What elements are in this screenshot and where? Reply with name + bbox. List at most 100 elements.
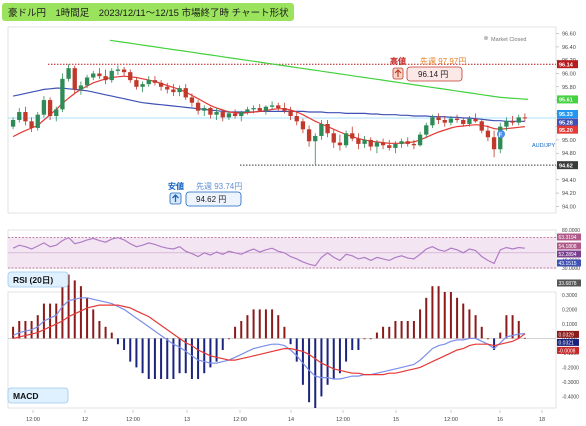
macd-histogram-bar: [468, 309, 471, 339]
candle: [313, 133, 318, 166]
candle-body: [319, 123, 324, 136]
sma-mid-line: [12, 87, 525, 122]
macd-histogram-bar: [511, 315, 514, 339]
candle-body: [257, 108, 262, 111]
candle: [17, 108, 22, 123]
macd-histogram-bar: [345, 338, 348, 362]
macd-tick-label: -0.3000: [562, 380, 579, 386]
candle-body: [325, 123, 330, 134]
macd-histogram-bar: [351, 338, 354, 350]
candle-body: [269, 105, 275, 107]
macd-histogram-bar: [129, 338, 132, 362]
macd-histogram-bar: [184, 338, 187, 374]
candle: [522, 113, 528, 122]
price-tick-label: 96.40: [562, 45, 576, 51]
candle: [343, 130, 349, 148]
candle-body: [350, 133, 355, 139]
candle-body: [380, 142, 386, 146]
macd-label: MACD: [13, 391, 39, 401]
macd-histogram-bar: [517, 321, 520, 339]
x-tick-label: 12:00: [26, 417, 40, 423]
candle: [226, 110, 232, 120]
candle: [140, 81, 145, 93]
macd-histogram-bar: [443, 292, 446, 339]
macd-histogram-bar: [79, 286, 82, 339]
x-tick-label: 12: [82, 417, 88, 423]
candle-body: [128, 72, 133, 81]
candle-body: [47, 100, 53, 117]
candle-body: [84, 77, 90, 86]
candle: [47, 97, 53, 120]
candle: [387, 139, 392, 151]
candle: [214, 108, 219, 120]
candle: [183, 84, 188, 101]
price-tag-box: [557, 118, 578, 127]
candle-body: [29, 121, 34, 128]
candle: [10, 117, 16, 130]
macd-histogram-bar: [160, 338, 163, 379]
macd-histogram-bar: [493, 338, 496, 350]
candle-body: [491, 137, 497, 150]
candle: [158, 80, 164, 91]
price-tag: 95.33: [559, 112, 573, 118]
macd-histogram-bar: [326, 338, 329, 385]
candle-body: [214, 112, 219, 115]
macd-histogram-bar: [147, 338, 150, 379]
x-tick-label: 15: [393, 417, 399, 423]
candle: [350, 126, 355, 142]
x-tick-label: 13: [184, 417, 190, 423]
macd-histogram-bar: [18, 321, 21, 339]
candle-body: [134, 80, 139, 87]
macd-histogram-bar: [412, 321, 415, 339]
candle-body: [473, 118, 478, 122]
macd-histogram-bar: [523, 337, 526, 339]
macd-histogram-bar: [357, 338, 360, 350]
candle: [263, 105, 269, 115]
candle: [411, 139, 417, 150]
macd-tick-label: -0.2000: [562, 365, 579, 371]
candle-body: [158, 82, 164, 87]
f-marker-label: F: [499, 133, 503, 139]
candle: [177, 85, 182, 97]
macd-histogram-bar: [227, 338, 230, 340]
candle-body: [313, 135, 318, 142]
candle: [356, 133, 361, 150]
low-label: 安値: [168, 181, 184, 191]
candle: [442, 116, 447, 127]
macd-histogram-bar: [431, 286, 434, 339]
macd-tag-box: [557, 346, 579, 354]
macd-histogram-bar: [92, 309, 95, 339]
price-tag: 94.62: [559, 163, 573, 169]
candle: [510, 116, 515, 126]
macd-tag: 0.0321: [559, 340, 575, 346]
x-tick-label: 16: [497, 417, 503, 423]
rsi-label: RSI (20日): [13, 275, 53, 285]
macd-histogram-bar: [369, 338, 372, 340]
price-tag-box: [557, 125, 578, 134]
candle-body: [165, 86, 170, 90]
header-bar: [2, 3, 294, 21]
candle: [202, 105, 207, 117]
rsi-line: [12, 236, 525, 267]
candle: [288, 106, 293, 120]
candle: [103, 69, 108, 85]
candle-body: [208, 108, 213, 115]
market-closed-indicator: Market Closed: [484, 36, 526, 43]
candle: [473, 113, 478, 123]
candle: [276, 102, 281, 111]
candle: [245, 106, 250, 115]
candle: [269, 101, 275, 110]
candle: [282, 102, 287, 114]
candle: [430, 114, 435, 128]
macd-tick-label: 0.2000: [562, 307, 578, 313]
candle-body: [171, 89, 176, 93]
macd-histogram-bar: [61, 280, 64, 339]
macd-histogram-bar: [332, 338, 335, 379]
candle: [109, 68, 114, 83]
rsi-tag: 52.2894: [559, 252, 577, 258]
candle-body: [294, 116, 299, 122]
macd-histogram-bar: [480, 326, 483, 339]
candle: [479, 118, 484, 134]
